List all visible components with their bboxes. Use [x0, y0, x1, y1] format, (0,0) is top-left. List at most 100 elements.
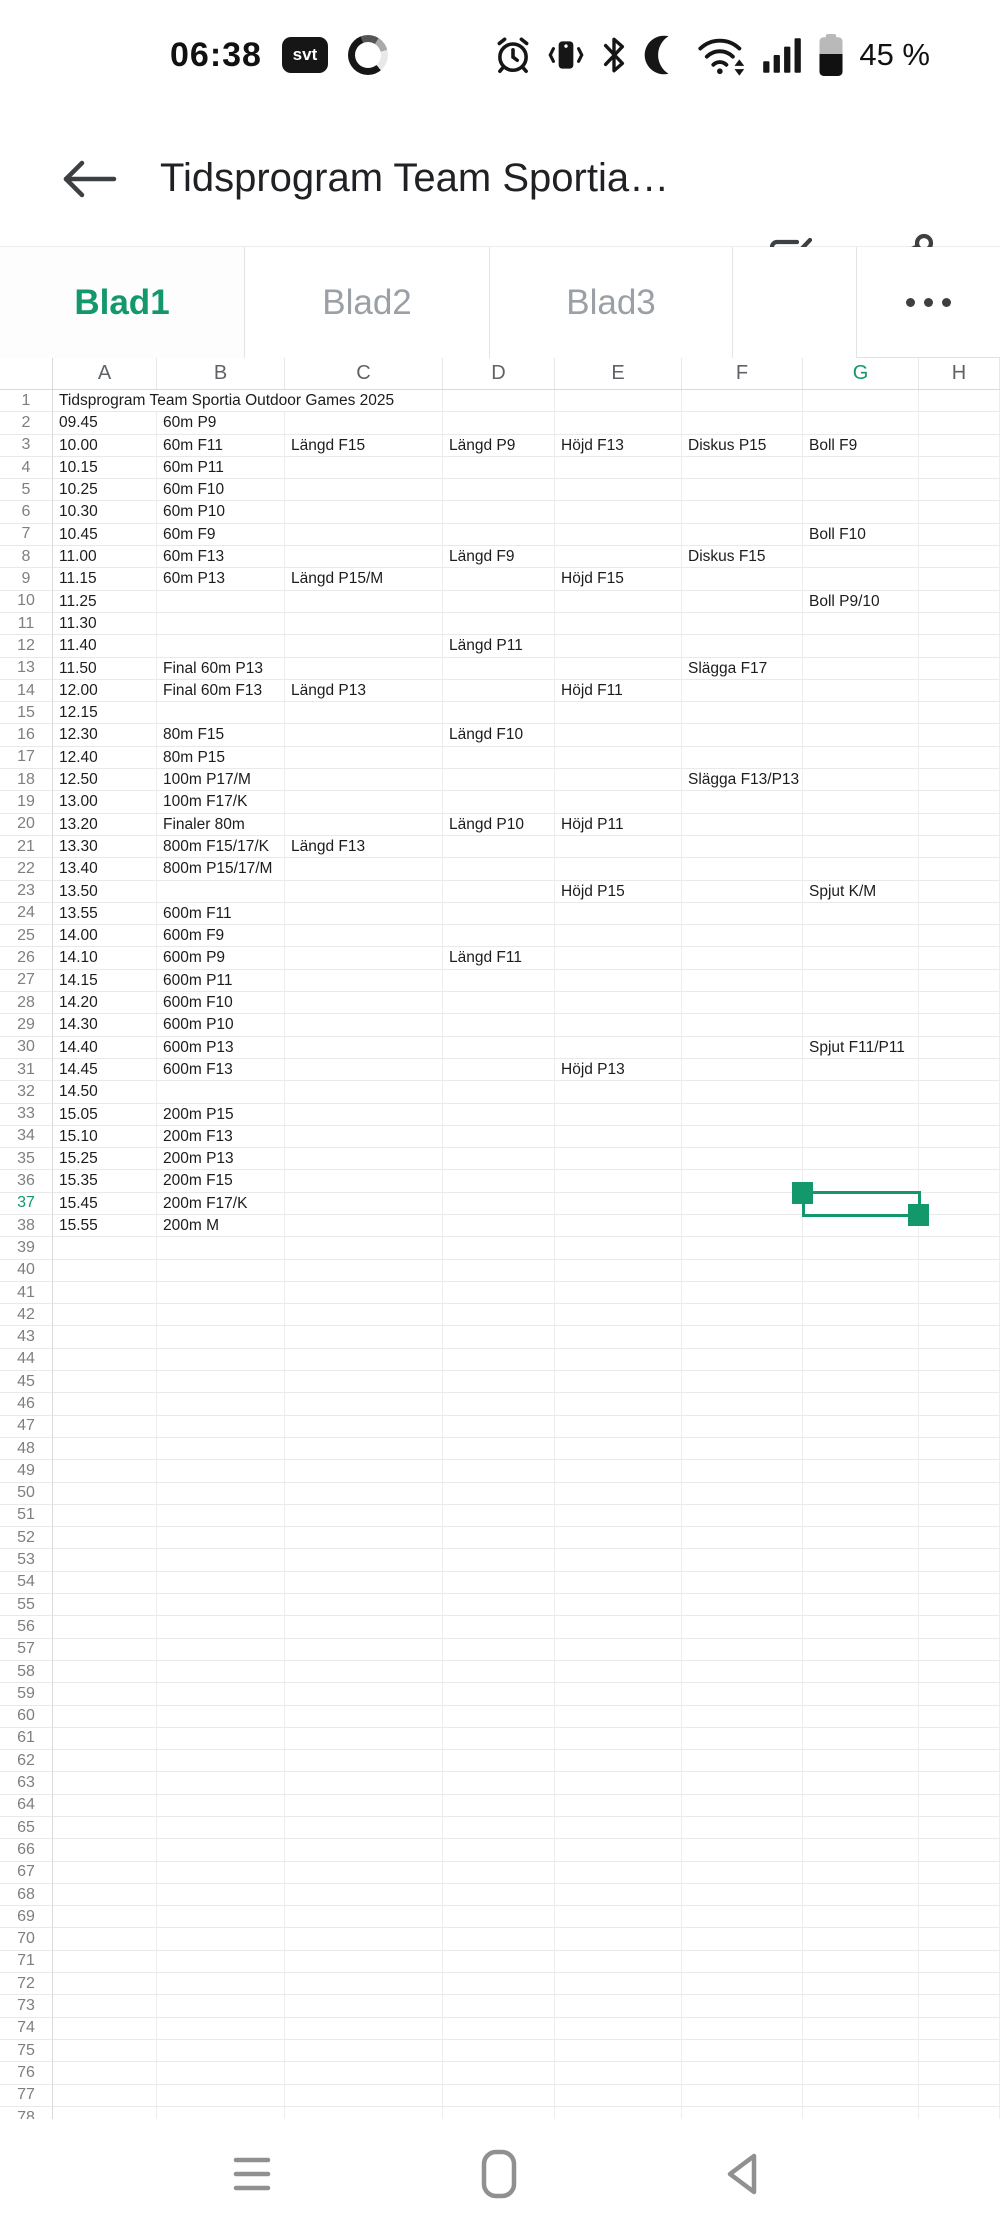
cell-A62[interactable]: [53, 1750, 157, 1773]
row-header-9[interactable]: 9: [0, 568, 53, 591]
cell-E65[interactable]: [555, 1817, 682, 1840]
row-header-19[interactable]: 19: [0, 791, 53, 814]
row-header-27[interactable]: 27: [0, 969, 53, 993]
cell-H66[interactable]: [919, 1839, 1000, 1862]
cell-E41[interactable]: [555, 1281, 682, 1305]
cell-A28[interactable]: 14.20: [53, 992, 157, 1015]
cell-C47[interactable]: [285, 1415, 443, 1438]
cell-E72[interactable]: [555, 1973, 682, 1996]
cell-D9[interactable]: [443, 568, 555, 591]
row-header-74[interactable]: 74: [0, 2017, 53, 2040]
cell-H40[interactable]: [919, 1259, 1000, 1282]
cell-A17[interactable]: 12.40: [53, 746, 157, 770]
cell-E32[interactable]: [555, 1081, 682, 1104]
cell-H35[interactable]: [919, 1148, 1000, 1171]
cell-E20[interactable]: Höjd P11: [555, 813, 682, 836]
cell-F10[interactable]: [682, 590, 803, 613]
cell-C71[interactable]: [285, 1950, 443, 1974]
cell-D73[interactable]: [443, 1995, 555, 2018]
cell-D16[interactable]: Längd F10: [443, 724, 555, 747]
cell-A69[interactable]: [53, 1906, 157, 1929]
cell-G30[interactable]: Spjut F11/P11: [803, 1036, 919, 1059]
cell-D63[interactable]: [443, 1772, 555, 1795]
cell-F16[interactable]: [682, 724, 803, 747]
cell-C62[interactable]: [285, 1750, 443, 1773]
cell-A56[interactable]: [53, 1616, 157, 1639]
cell-A25[interactable]: 14.00: [53, 925, 157, 948]
cell-B58[interactable]: [157, 1660, 285, 1684]
cell-G22[interactable]: [803, 858, 919, 881]
row-header-78[interactable]: 78: [0, 2106, 53, 2119]
cell-F13[interactable]: Slägga F17: [682, 657, 803, 680]
cell-B77[interactable]: [157, 2084, 285, 2107]
column-header-E[interactable]: E: [555, 358, 682, 389]
cell-E11[interactable]: [555, 612, 682, 636]
cell-G15[interactable]: [803, 702, 919, 725]
cell-F50[interactable]: [682, 1482, 803, 1505]
cell-A14[interactable]: 12.00: [53, 679, 157, 703]
cell-C39[interactable]: [285, 1237, 443, 1260]
cell-H14[interactable]: [919, 679, 1000, 703]
cell-D58[interactable]: [443, 1660, 555, 1684]
cell-F75[interactable]: [682, 2039, 803, 2063]
cell-H21[interactable]: [919, 835, 1000, 859]
cell-E76[interactable]: [555, 2062, 682, 2085]
cell-E78[interactable]: [555, 2106, 682, 2119]
cell-D38[interactable]: [443, 1214, 555, 1238]
cell-B25[interactable]: 600m F9: [157, 925, 285, 948]
cell-G60[interactable]: [803, 1705, 919, 1728]
cell-C58[interactable]: [285, 1660, 443, 1684]
cell-B9[interactable]: 60m P13: [157, 568, 285, 591]
cell-A45[interactable]: [53, 1371, 157, 1394]
cell-F71[interactable]: [682, 1950, 803, 1974]
cell-H15[interactable]: [919, 702, 1000, 725]
cell-C1[interactable]: [285, 390, 443, 413]
cell-F73[interactable]: [682, 1995, 803, 2018]
cell-E13[interactable]: [555, 657, 682, 680]
cell-E55[interactable]: [555, 1594, 682, 1617]
cell-D13[interactable]: [443, 657, 555, 680]
cell-C51[interactable]: [285, 1504, 443, 1528]
cell-D43[interactable]: [443, 1326, 555, 1349]
cell-D74[interactable]: [443, 2017, 555, 2040]
cell-E53[interactable]: [555, 1549, 682, 1572]
cell-B17[interactable]: 80m P15: [157, 746, 285, 770]
cell-E66[interactable]: [555, 1839, 682, 1862]
cell-B51[interactable]: [157, 1504, 285, 1528]
cell-H50[interactable]: [919, 1482, 1000, 1505]
cell-F45[interactable]: [682, 1371, 803, 1394]
cell-A54[interactable]: [53, 1571, 157, 1595]
cell-A76[interactable]: [53, 2062, 157, 2085]
cell-A55[interactable]: [53, 1594, 157, 1617]
cell-H62[interactable]: [919, 1750, 1000, 1773]
cell-C77[interactable]: [285, 2084, 443, 2107]
cell-D15[interactable]: [443, 702, 555, 725]
cell-F4[interactable]: [682, 456, 803, 480]
cell-D30[interactable]: [443, 1036, 555, 1059]
cell-E27[interactable]: [555, 969, 682, 993]
cell-C23[interactable]: [285, 880, 443, 903]
row-header-7[interactable]: 7: [0, 523, 53, 547]
cell-D57[interactable]: [443, 1638, 555, 1661]
cell-H48[interactable]: [919, 1437, 1000, 1461]
row-header-55[interactable]: 55: [0, 1594, 53, 1617]
cell-E52[interactable]: [555, 1527, 682, 1550]
cell-E34[interactable]: [555, 1125, 682, 1149]
cell-G52[interactable]: [803, 1527, 919, 1550]
cell-D46[interactable]: [443, 1393, 555, 1416]
cell-D78[interactable]: [443, 2106, 555, 2119]
cell-C35[interactable]: [285, 1148, 443, 1171]
cell-C64[interactable]: [285, 1794, 443, 1817]
cell-D76[interactable]: [443, 2062, 555, 2085]
cell-F64[interactable]: [682, 1794, 803, 1817]
cell-F47[interactable]: [682, 1415, 803, 1438]
cell-D70[interactable]: [443, 1928, 555, 1951]
cell-H18[interactable]: [919, 769, 1000, 792]
row-header-29[interactable]: 29: [0, 1014, 53, 1037]
cell-E50[interactable]: [555, 1482, 682, 1505]
cell-C36[interactable]: [285, 1170, 443, 1193]
cell-C30[interactable]: [285, 1036, 443, 1059]
cell-H29[interactable]: [919, 1014, 1000, 1037]
cell-D21[interactable]: [443, 835, 555, 859]
cell-D10[interactable]: [443, 590, 555, 613]
